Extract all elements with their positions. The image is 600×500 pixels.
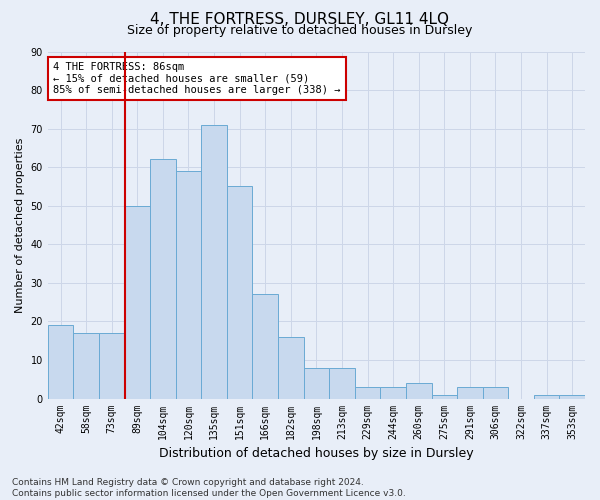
Bar [227, 186, 253, 398]
Bar [99, 333, 125, 398]
Bar [355, 387, 380, 398]
Bar [125, 206, 150, 398]
Bar [304, 368, 329, 398]
Bar [253, 294, 278, 399]
Bar [534, 394, 559, 398]
Text: 4, THE FORTRESS, DURSLEY, GL11 4LQ: 4, THE FORTRESS, DURSLEY, GL11 4LQ [151, 12, 449, 28]
Bar [48, 326, 73, 398]
Bar [150, 160, 176, 398]
Bar [406, 383, 431, 398]
Text: 4 THE FORTRESS: 86sqm
← 15% of detached houses are smaller (59)
85% of semi-deta: 4 THE FORTRESS: 86sqm ← 15% of detached … [53, 62, 341, 95]
Bar [559, 394, 585, 398]
Text: Contains HM Land Registry data © Crown copyright and database right 2024.
Contai: Contains HM Land Registry data © Crown c… [12, 478, 406, 498]
Bar [278, 337, 304, 398]
Bar [482, 387, 508, 398]
Y-axis label: Number of detached properties: Number of detached properties [15, 138, 25, 312]
X-axis label: Distribution of detached houses by size in Dursley: Distribution of detached houses by size … [159, 447, 474, 460]
Bar [73, 333, 99, 398]
Bar [329, 368, 355, 398]
Bar [457, 387, 482, 398]
Bar [431, 394, 457, 398]
Bar [380, 387, 406, 398]
Bar [201, 125, 227, 398]
Text: Size of property relative to detached houses in Dursley: Size of property relative to detached ho… [127, 24, 473, 37]
Bar [176, 171, 201, 398]
